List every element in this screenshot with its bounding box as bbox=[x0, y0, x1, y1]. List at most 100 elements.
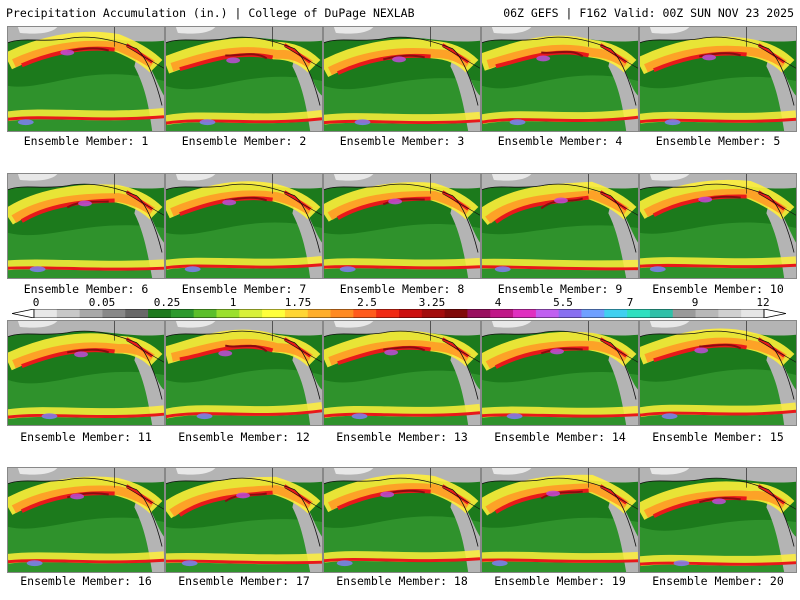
arctic-land-area bbox=[333, 174, 374, 181]
colorbar-swatch bbox=[649, 309, 674, 318]
orange-precip-band bbox=[170, 190, 313, 217]
ensemble-map-panel bbox=[481, 467, 639, 573]
arctic-land-area bbox=[491, 321, 532, 328]
border-lines bbox=[588, 174, 638, 216]
precip-map bbox=[8, 321, 164, 425]
dark-red-precip-core bbox=[224, 344, 268, 353]
ensemble-map-panel bbox=[165, 173, 323, 279]
blue-precip-max bbox=[664, 119, 681, 126]
tropical-yellow-band bbox=[166, 552, 322, 565]
colorbar-tick-label: 0.25 bbox=[153, 296, 181, 309]
east-land-area bbox=[766, 50, 796, 131]
colorbar-tick-label: 12 bbox=[756, 296, 770, 309]
border-lines bbox=[114, 321, 164, 363]
tropical-red-band bbox=[640, 263, 796, 269]
colorbar-swatch bbox=[56, 309, 81, 318]
coastline bbox=[324, 477, 479, 547]
border-lines bbox=[588, 468, 638, 510]
border-lines bbox=[272, 27, 322, 69]
arctic-land-area bbox=[175, 468, 216, 475]
border-lines bbox=[272, 174, 322, 216]
colorbar-tick-label: 2.5 bbox=[357, 296, 377, 309]
ensemble-member-label: Ensemble Member: 9 bbox=[497, 282, 623, 296]
tropical-yellow-band bbox=[166, 401, 322, 419]
arctic-land-area bbox=[333, 468, 374, 475]
orange-precip-band bbox=[327, 191, 471, 221]
colorbar-tick-label: 1.75 bbox=[284, 296, 312, 309]
orange-precip-band bbox=[170, 47, 313, 72]
arctic-land-area bbox=[333, 321, 374, 328]
tropical-yellow-band bbox=[166, 255, 322, 270]
coastline bbox=[482, 36, 637, 106]
blue-precip-max bbox=[491, 560, 508, 567]
tropical-red-band bbox=[640, 117, 796, 124]
precip-map bbox=[166, 27, 322, 131]
border-lines bbox=[430, 174, 480, 216]
dark-red-precip-core bbox=[67, 348, 110, 354]
precip-map bbox=[640, 27, 796, 131]
coastline bbox=[166, 330, 321, 400]
border-lines bbox=[430, 468, 480, 510]
colorbar-left-arrow bbox=[12, 309, 35, 318]
purple-precip-max bbox=[60, 49, 75, 56]
ensemble-map-panel bbox=[323, 467, 481, 573]
precip-map bbox=[482, 27, 638, 131]
orange-precip-band bbox=[643, 490, 787, 519]
colorbar-swatch bbox=[421, 309, 446, 318]
ensemble-member-label: Ensemble Member: 11 bbox=[20, 430, 152, 444]
border-lines bbox=[272, 321, 322, 363]
coastline bbox=[166, 36, 321, 106]
tropical-yellow-band bbox=[8, 551, 164, 564]
colorbar-swatch bbox=[604, 309, 628, 318]
blue-precip-max bbox=[673, 560, 690, 567]
ensemble-map-panel bbox=[7, 467, 165, 573]
blue-precip-max bbox=[184, 266, 201, 273]
dark-red-precip-core bbox=[699, 52, 742, 58]
arctic-land-area bbox=[649, 174, 690, 181]
ensemble-map-panel bbox=[639, 320, 797, 426]
ensemble-map-panel bbox=[7, 26, 165, 132]
colorbar-swatch bbox=[239, 309, 263, 318]
colorbar-swatch bbox=[353, 309, 377, 318]
ensemble-member-label: Ensemble Member: 19 bbox=[494, 574, 626, 588]
border-lines bbox=[272, 468, 322, 510]
colorbar-swatch bbox=[399, 309, 423, 318]
precip-map bbox=[482, 468, 638, 572]
purple-precip-max bbox=[550, 348, 564, 355]
blue-precip-max bbox=[26, 560, 43, 567]
ensemble-member-label: Ensemble Member: 20 bbox=[652, 574, 784, 588]
border-lines bbox=[114, 27, 164, 69]
border-lines bbox=[588, 321, 638, 363]
ensemble-map-panel bbox=[7, 320, 165, 426]
east-land-area bbox=[134, 344, 164, 425]
east-land-area bbox=[766, 491, 796, 572]
precip-map bbox=[482, 174, 638, 278]
colorbar-swatch bbox=[695, 309, 719, 318]
orange-precip-band bbox=[644, 45, 787, 73]
purple-precip-max bbox=[236, 492, 250, 499]
coastline bbox=[640, 36, 795, 106]
tropical-yellow-band bbox=[640, 256, 796, 269]
border-lines bbox=[746, 27, 796, 69]
colorbar-swatch bbox=[262, 309, 286, 318]
arctic-land-area bbox=[175, 174, 216, 181]
border-lines bbox=[114, 174, 164, 216]
purple-precip-max bbox=[698, 196, 713, 203]
ensemble-member-label: Ensemble Member: 6 bbox=[23, 282, 149, 296]
tropical-red-band bbox=[8, 412, 164, 419]
blue-precip-max bbox=[506, 413, 523, 420]
dark-red-precip-core bbox=[540, 490, 583, 500]
ensemble-map-panel bbox=[323, 26, 481, 132]
tropical-red-band bbox=[166, 559, 322, 565]
colorbar-tick-label: 7 bbox=[626, 296, 634, 309]
ensemble-member-label: Ensemble Member: 1 bbox=[23, 134, 149, 148]
coastline bbox=[8, 477, 163, 547]
orange-precip-band bbox=[485, 483, 629, 514]
chart-title-right: 06Z GEFS | F162 Valid: 00Z SUN NOV 23 20… bbox=[503, 6, 794, 20]
ensemble-map-panel bbox=[323, 173, 481, 279]
arctic-land-area bbox=[333, 27, 374, 34]
arctic-land-area bbox=[17, 468, 58, 475]
precip-map bbox=[324, 321, 480, 425]
colorbar-right-arrow bbox=[763, 309, 786, 318]
purple-precip-max bbox=[694, 347, 709, 354]
